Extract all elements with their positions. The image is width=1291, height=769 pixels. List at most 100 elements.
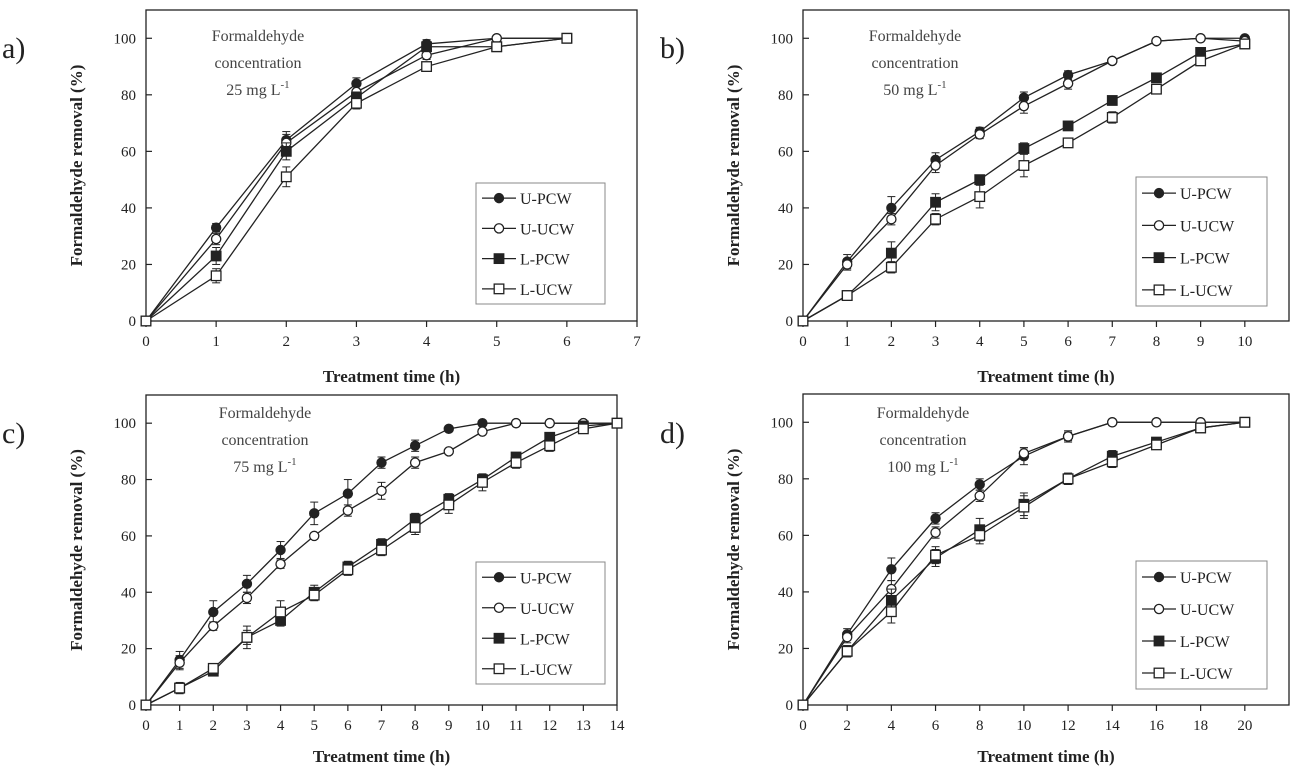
legend-label: U-PCW: [1180, 186, 1232, 203]
y-tick-label: 0: [129, 698, 137, 714]
data-point: [797, 699, 809, 711]
x-tick-label: 3: [932, 334, 940, 350]
legend-label: L-UCW: [1180, 283, 1233, 300]
legend-label: U-UCW: [1180, 218, 1235, 235]
annotation-exponent: -1: [288, 456, 297, 468]
data-point: [1062, 120, 1074, 132]
data-point: [1062, 137, 1074, 149]
y-axis-title: Formaldehyde removal (%): [67, 65, 86, 267]
x-tick-label: 10: [1016, 718, 1031, 734]
y-tick-label: 60: [778, 144, 793, 160]
annotation-unit: 75 mg L: [233, 459, 287, 476]
legend-label: L-PCW: [520, 631, 571, 648]
data-point: [376, 544, 387, 556]
data-point: [275, 606, 287, 618]
data-point: [1018, 143, 1030, 154]
x-tick-label: 4: [888, 718, 896, 734]
data-point: [577, 423, 589, 435]
data-point: [930, 527, 941, 538]
data-point: [241, 578, 253, 590]
data-point: [1018, 448, 1030, 459]
annotation-line-2: concentration: [871, 55, 958, 72]
data-point: [885, 261, 897, 273]
x-tick-label: 12: [542, 718, 557, 734]
y-axis-title: Formaldehyde removal (%): [724, 65, 743, 267]
y-tick-label: 100: [114, 416, 137, 432]
legend-label: L-PCW: [1180, 251, 1231, 268]
y-tick-label: 0: [786, 314, 794, 330]
data-point: [841, 290, 853, 302]
panel-letter: d): [660, 417, 685, 450]
data-point: [409, 522, 421, 533]
y-tick-label: 80: [778, 88, 793, 104]
x-axis-title: Treatment time (h): [977, 367, 1114, 386]
x-tick-label: 10: [475, 718, 490, 734]
legend-marker: [1153, 187, 1165, 199]
y-tick-label: 80: [121, 88, 136, 104]
legend-marker: [1153, 252, 1165, 264]
series-l-ucw: [797, 416, 1251, 711]
annotation-unit: 50 mg L: [883, 82, 937, 99]
panel-letter: b): [660, 32, 685, 65]
x-tick-label: 8: [411, 718, 419, 734]
legend: U-PCW U-UCW L-PCW L-UCW: [1135, 560, 1268, 690]
x-tick-label: 1: [212, 334, 220, 350]
x-tick-label: 9: [445, 718, 453, 734]
annotation-exponent: -1: [950, 456, 959, 468]
data-point: [1195, 422, 1207, 434]
annotation-line-3: 100 mg L-1: [887, 456, 958, 476]
y-tick-label: 40: [121, 585, 136, 601]
data-point: [241, 592, 253, 604]
x-axis-title: Treatment time (h): [977, 747, 1114, 766]
data-point: [1151, 72, 1162, 84]
x-tick-label: 5: [1020, 334, 1028, 350]
data-point: [510, 417, 522, 429]
data-point: [275, 544, 286, 556]
x-tick-label: 8: [1153, 334, 1161, 350]
annotation-line-3: 75 mg L-1: [233, 456, 296, 476]
data-point: [140, 315, 152, 327]
y-tick-label: 0: [786, 698, 794, 714]
data-point: [1239, 38, 1251, 50]
series-l-ucw: [140, 417, 623, 711]
x-tick-label: 11: [509, 718, 523, 734]
y-tick-label: 40: [121, 201, 136, 217]
panel-letter: c): [2, 417, 25, 450]
y-tick-label: 60: [121, 529, 136, 545]
legend-label: L-PCW: [1180, 634, 1231, 651]
data-point: [1106, 111, 1118, 123]
x-tick-label: 14: [1105, 718, 1121, 734]
data-point: [342, 505, 354, 516]
annotation-line-3: 25 mg L-1: [226, 79, 289, 99]
x-axis-title: Treatment time (h): [323, 367, 460, 386]
data-point: [409, 440, 421, 451]
annotation-exponent: -1: [281, 79, 290, 91]
data-point: [974, 174, 986, 186]
data-point: [885, 247, 897, 259]
annotation-line-2: concentration: [879, 432, 966, 449]
x-tick-label: 6: [563, 334, 571, 350]
data-point: [241, 631, 253, 643]
data-point: [421, 61, 433, 72]
data-point: [886, 202, 897, 214]
x-tick-label: 8: [976, 718, 984, 734]
data-point: [1151, 439, 1162, 451]
data-point: [275, 558, 286, 570]
legend: U-PCW U-UCW L-PCW L-UCW: [475, 182, 606, 305]
data-point: [280, 171, 292, 183]
data-point: [174, 657, 185, 668]
x-tick-label: 6: [344, 718, 352, 734]
legend-marker: [493, 602, 505, 614]
x-tick-label: 2: [888, 334, 896, 350]
data-point: [280, 145, 292, 157]
x-tick-label: 7: [633, 334, 641, 350]
x-tick-label: 0: [799, 334, 807, 350]
x-tick-label: 1: [843, 334, 851, 350]
y-axis-title: Formaldehyde removal (%): [724, 449, 743, 651]
x-tick-label: 2: [210, 718, 218, 734]
data-point: [974, 129, 985, 140]
data-point: [1195, 33, 1206, 44]
series-l-pcw: [797, 38, 1251, 327]
